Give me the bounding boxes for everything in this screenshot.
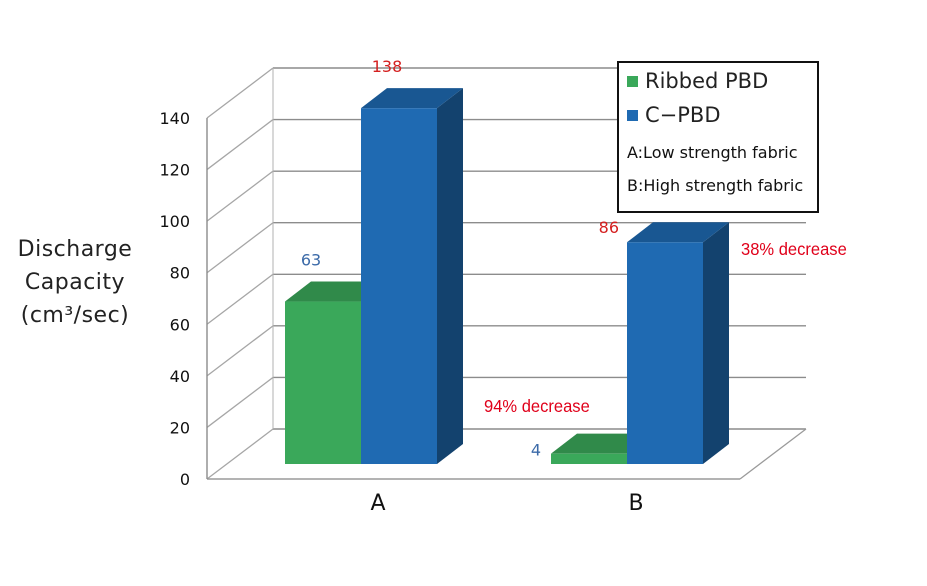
y-axis-label-line-3: (cm³/sec) xyxy=(20,303,130,328)
gridline-side xyxy=(206,119,274,171)
bar-top xyxy=(627,222,729,243)
y-tick-label: 80 xyxy=(170,264,190,283)
legend-swatch-green xyxy=(627,75,638,87)
gridline-side xyxy=(206,222,274,274)
data-label: 63 xyxy=(301,251,321,270)
x-tick-label: A xyxy=(370,491,385,516)
x-tick-label: B xyxy=(628,491,643,516)
axes xyxy=(206,68,807,480)
labels: 0 20 40 60 80 100 120 140 A B 63 138 4 86 94% decrease… xyxy=(159,57,846,516)
y-tick-label: 0 xyxy=(180,470,190,489)
y-tick-label: 120 xyxy=(159,161,190,180)
legend-note-b: B:High strength fabric xyxy=(627,176,803,195)
bar-top xyxy=(361,88,463,109)
gridline-side xyxy=(206,67,274,119)
y-tick-label: 140 xyxy=(159,109,190,128)
annotation: 94% decrease xyxy=(484,395,590,416)
y-tick-label: 40 xyxy=(170,367,190,386)
legend-swatch-blue xyxy=(627,109,638,121)
bars xyxy=(285,88,729,465)
data-label: 4 xyxy=(531,441,541,460)
gridline-side xyxy=(206,325,274,377)
y-axis-label-line-1: Discharge xyxy=(17,237,133,262)
y-tick-label: 100 xyxy=(159,212,190,231)
legend: Ribbed PBD C−PBD A:Low strength fabric B… xyxy=(617,61,819,213)
bar-side xyxy=(437,88,463,465)
gridline-side xyxy=(206,428,274,480)
data-label: 86 xyxy=(599,218,619,237)
y-tick-label: 20 xyxy=(170,418,190,437)
annotation: 38% decrease xyxy=(741,238,847,259)
legend-note-text: A:Low strength fabric xyxy=(627,143,798,162)
legend-note-text: B:High strength fabric xyxy=(627,176,804,195)
y-tick-label: 60 xyxy=(170,315,190,334)
gridline-side xyxy=(206,273,274,325)
y-axis-label-line-2: Capacity xyxy=(24,270,126,295)
legend-label: Ribbed PBD xyxy=(645,69,769,93)
bar xyxy=(361,108,437,465)
legend-item-c-pbd: C−PBD xyxy=(627,103,721,127)
legend-item-ribbed-pbd: Ribbed PBD xyxy=(627,69,768,93)
gridline-side xyxy=(206,170,274,222)
bar xyxy=(285,301,361,464)
bar xyxy=(627,242,703,464)
gridline-side xyxy=(206,376,274,428)
data-label: 138 xyxy=(372,57,403,76)
legend-label: C−PBD xyxy=(645,103,721,127)
x-axis-floor-side xyxy=(739,428,807,480)
legend-note-a: A:Low strength fabric xyxy=(627,143,798,162)
bar-side xyxy=(703,222,729,464)
bar xyxy=(551,453,627,464)
